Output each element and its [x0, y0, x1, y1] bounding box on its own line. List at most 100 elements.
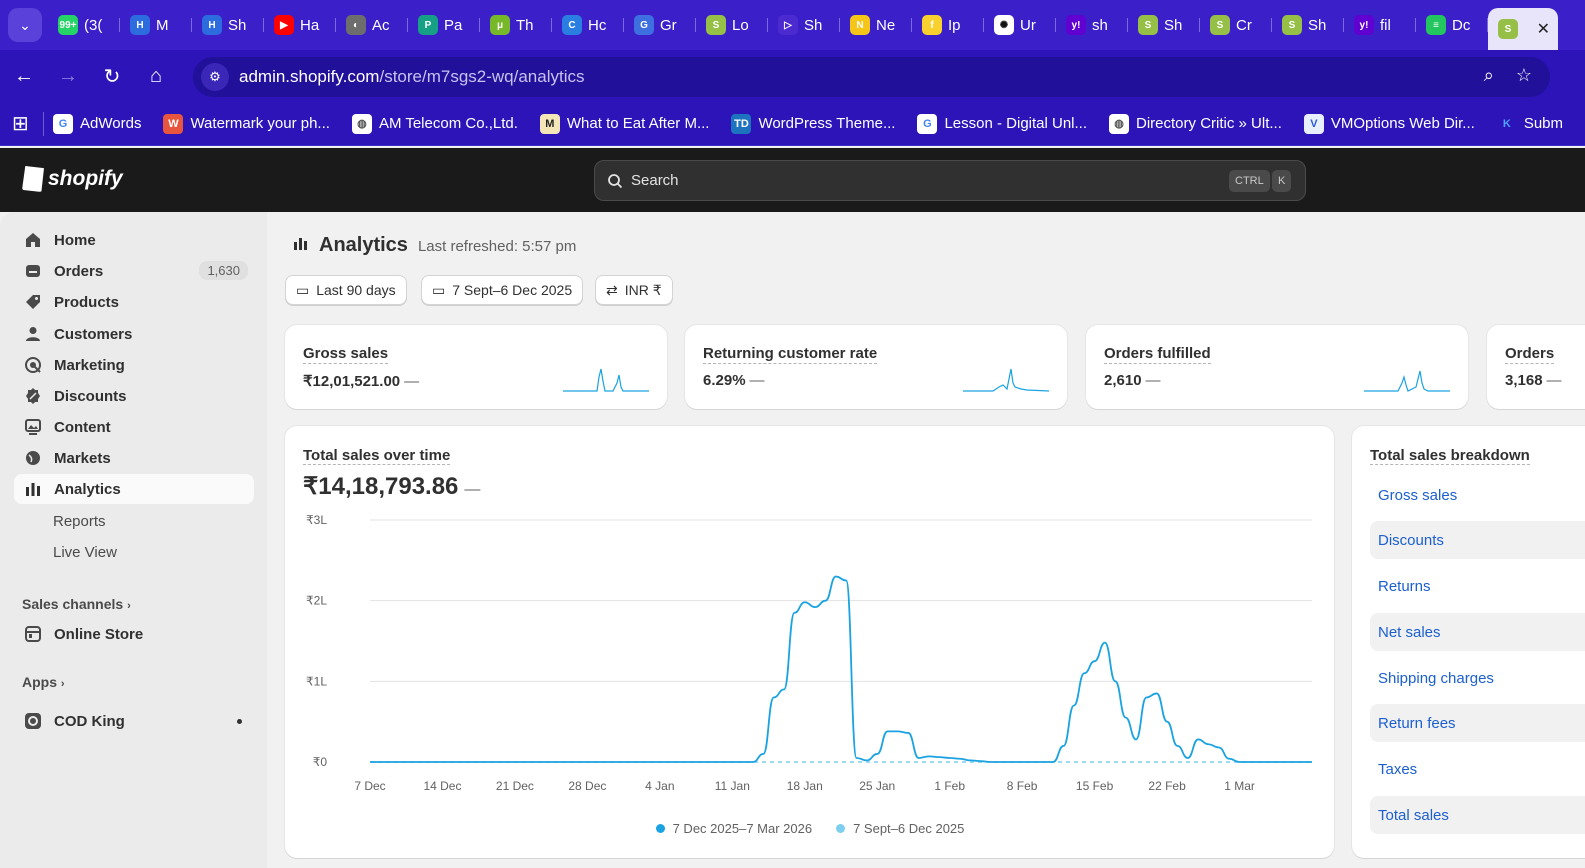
- browser-tab[interactable]: G Gr: [624, 7, 696, 43]
- whatsapp-icon: 99+: [58, 15, 78, 35]
- metric-title[interactable]: Orders: [1505, 345, 1555, 364]
- sidebar-item-orders[interactable]: Orders 1,630: [14, 256, 254, 286]
- browser-tab[interactable]: S Cr: [1200, 7, 1272, 43]
- sidebar-item-products[interactable]: Products: [14, 287, 254, 317]
- sales-line-chart[interactable]: ₹0 ₹1L ₹2L ₹3L 7 Dec 14 Dec 21 Dec 28 Dec 4 Jan 1…: [285, 506, 1334, 806]
- breakdown-row-taxes[interactable]: Taxes: [1378, 760, 1418, 778]
- breakdown-row-total-sales[interactable]: Total sales: [1370, 796, 1585, 834]
- legend-item-previous[interactable]: 7 Sept–6 Dec 2025: [836, 821, 964, 836]
- sidebar-item-discounts[interactable]: Discounts: [14, 381, 254, 411]
- browser-tab[interactable]: S Sh: [1272, 7, 1344, 43]
- sidebar-item-online-store[interactable]: Online Store: [14, 619, 254, 649]
- sidebar-item-markets[interactable]: Markets: [14, 443, 254, 473]
- browser-tab[interactable]: P Pa: [408, 7, 480, 43]
- url-text[interactable]: admin.shopify.com/store/m7sgs2-wq/analyt…: [239, 67, 585, 87]
- sidebar-item-customers[interactable]: Customers: [14, 319, 254, 349]
- search-input[interactable]: Search CTRL K: [594, 160, 1306, 201]
- bookmark-star-icon[interactable]: ☆: [1515, 65, 1532, 85]
- browser-tab[interactable]: ▶ Ha: [264, 7, 336, 43]
- browser-tab[interactable]: y! fil: [1344, 7, 1416, 43]
- browser-tab[interactable]: ▷ Sh: [768, 7, 840, 43]
- bookmark-item[interactable]: G AdWords: [53, 113, 141, 134]
- reload-icon[interactable]: ↻: [103, 65, 121, 88]
- bookmark-item[interactable]: V VMOptions Web Dir...: [1303, 113, 1475, 134]
- browser-tab[interactable]: C Hc: [552, 7, 624, 43]
- bookmark-item[interactable]: TD WordPress Theme...: [731, 113, 895, 134]
- browser-tab[interactable]: ≡ Dc: [1416, 7, 1488, 43]
- sidebar-item-reports[interactable]: Reports: [53, 513, 106, 530]
- browser-tab[interactable]: N Ne: [840, 7, 912, 43]
- tab-title: Dc: [1452, 16, 1471, 34]
- shopify-topbar: shopify Search CTRL K: [0, 148, 1585, 212]
- discount-icon: [24, 387, 42, 405]
- breakdown-title[interactable]: Total sales breakdown: [1370, 447, 1530, 465]
- currency-button[interactable]: ⇄ INR ₹: [595, 275, 673, 305]
- forward-icon[interactable]: →: [58, 64, 78, 87]
- breakdown-row-net-sales[interactable]: Net sales: [1370, 613, 1585, 651]
- bookmark-item[interactable]: ◍ AM Telecom Co.,Ltd.: [351, 113, 518, 134]
- x-tick-label: 1 Feb: [934, 779, 965, 793]
- tab-title: Gr: [660, 16, 677, 34]
- metric-trend: —: [1546, 372, 1562, 389]
- apps-heading[interactable]: Apps ›: [22, 674, 65, 690]
- metric-number: ₹12,01,521.00: [303, 373, 401, 390]
- home-icon[interactable]: ⌂: [149, 64, 163, 87]
- exchange-icon: ⇄: [606, 281, 618, 298]
- chart-total-value: ₹14,18,793.86: [303, 473, 459, 500]
- tab-title: Ne: [876, 16, 896, 34]
- apps-grid-icon[interactable]: ⊞: [12, 113, 29, 135]
- bookmark-item[interactable]: K Subm: [1496, 113, 1563, 134]
- browser-tab[interactable]: ✺ Ur: [984, 7, 1056, 43]
- breakdown-row-returns[interactable]: Returns: [1378, 577, 1431, 595]
- shopify-logo[interactable]: shopify: [22, 166, 123, 192]
- sidebar-item-live-view[interactable]: Live View: [53, 544, 117, 561]
- browser-tab[interactable]: y! sh: [1056, 7, 1128, 43]
- bookmark-item[interactable]: M What to Eat After M...: [539, 113, 709, 134]
- bookmark-item[interactable]: ◍ Directory Critic » Ult...: [1109, 113, 1282, 134]
- bookmarks-bar: ⊞ G AdWords W Watermark your ph... ◍ AM Telec…: [0, 102, 1585, 146]
- browser-tab[interactable]: S Lo: [696, 7, 768, 43]
- back-icon[interactable]: ←: [14, 64, 34, 87]
- site-info-icon[interactable]: ⚙: [201, 63, 229, 91]
- sidebar-item-cod-king[interactable]: COD King: [14, 706, 254, 736]
- x-tick-label: 7 Dec: [354, 779, 385, 793]
- sidebar-item-analytics[interactable]: Analytics: [14, 474, 254, 504]
- breakdown-row-return-fees[interactable]: Return fees: [1370, 704, 1585, 742]
- breakdown-row-shipping-charges[interactable]: Shipping charges: [1378, 669, 1494, 687]
- tab-search-icon[interactable]: ⌄: [8, 8, 42, 42]
- metric-card-orders[interactable]: Orders 3,168—: [1487, 325, 1585, 409]
- sidebar-item-home[interactable]: Home: [14, 225, 254, 255]
- browser-tab[interactable]: μ Th: [480, 7, 552, 43]
- bookmark-label: Watermark your ph...: [190, 115, 330, 132]
- address-bar[interactable]: ⚙ admin.shopify.com/store/m7sgs2-wq/anal…: [193, 57, 1550, 97]
- browser-tab[interactable]: f Ip: [912, 7, 984, 43]
- sales-channels-heading[interactable]: Sales channels ›: [22, 596, 131, 612]
- bookmark-item[interactable]: G Lesson - Digital Unl...: [917, 113, 1087, 134]
- metric-title[interactable]: Returning customer rate: [703, 345, 878, 364]
- browser-tab[interactable]: H Sh: [192, 7, 264, 43]
- close-tab-icon[interactable]: ✕: [1536, 21, 1550, 38]
- breakdown-row-gross-sales[interactable]: Gross sales: [1378, 486, 1458, 504]
- legend-item-current[interactable]: 7 Dec 2025–7 Mar 2026: [655, 821, 812, 836]
- metric-card-gross-sales[interactable]: Gross sales ₹12,01,521.00—: [285, 325, 667, 409]
- metric-card-orders-fulfilled[interactable]: Orders fulfilled 2,610—: [1086, 325, 1468, 409]
- bookmark-item[interactable]: W Watermark your ph...: [163, 113, 330, 134]
- metric-title[interactable]: Gross sales: [303, 345, 389, 364]
- breakdown-row-discounts[interactable]: Discounts: [1370, 521, 1585, 559]
- sidebar-item-label: Markets: [54, 449, 111, 467]
- page-header: Analytics Last refreshed: 5:57 pm: [293, 234, 576, 257]
- browser-tab-active[interactable]: S ✕: [1488, 8, 1558, 50]
- sidebar-item-content[interactable]: Content: [14, 412, 254, 442]
- browser-tab[interactable]: ◐ Ac: [336, 7, 408, 43]
- browser-tab[interactable]: 99+ (3(: [48, 7, 120, 43]
- vmoptions-icon: V: [1303, 113, 1324, 134]
- compare-range-button[interactable]: ▭ 7 Sept–6 Dec 2025: [421, 275, 584, 305]
- date-range-button[interactable]: ▭ Last 90 days: [285, 275, 407, 305]
- browser-tab[interactable]: S Sh: [1128, 7, 1200, 43]
- metric-title[interactable]: Orders fulfilled: [1104, 345, 1211, 364]
- metric-card-returning-customer-rate[interactable]: Returning customer rate 6.29% —: [685, 325, 1067, 409]
- zoom-icon[interactable]: ⌕: [1483, 65, 1494, 85]
- chart-title[interactable]: Total sales over time: [303, 447, 451, 465]
- sidebar-item-marketing[interactable]: Marketing: [14, 350, 254, 380]
